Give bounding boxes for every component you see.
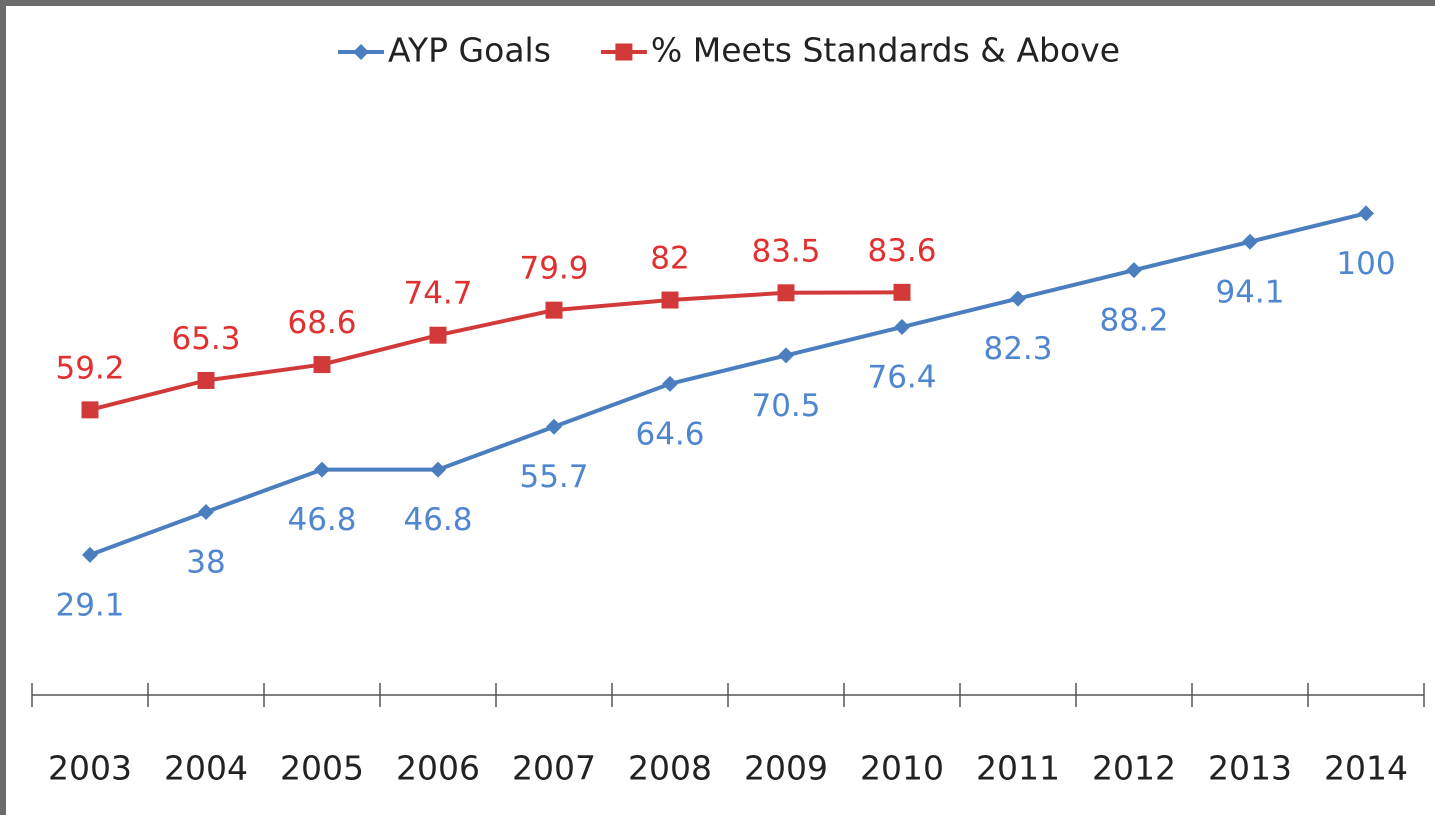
x-tick-label: 2008: [628, 749, 712, 788]
x-tick-label: 2003: [48, 749, 132, 788]
x-tick-label: 2014: [1324, 749, 1408, 788]
marker: [778, 347, 794, 364]
legend-marker: [615, 43, 633, 61]
marker: [893, 283, 911, 301]
legend: AYP Goals % Meets Standards & Above: [338, 31, 1120, 70]
data-label: 82.3: [983, 331, 1052, 367]
series-line: [89, 211, 1367, 557]
x-tick-label: 2011: [976, 749, 1060, 788]
x-tick-label: 2004: [164, 749, 248, 788]
data-label: 83.6: [867, 233, 936, 269]
marker: [82, 546, 98, 563]
marker: [314, 461, 330, 478]
marker: [429, 326, 447, 344]
marker: [662, 375, 678, 392]
marker: [545, 301, 563, 319]
chart-background: [6, 6, 1435, 815]
marker: [1358, 205, 1374, 222]
marker: [430, 461, 446, 478]
marker: [661, 291, 679, 309]
x-tick-label: 2006: [396, 749, 480, 788]
marker: [197, 371, 215, 389]
data-label: 76.4: [867, 360, 936, 396]
data-label: 46.8: [287, 502, 356, 538]
legend-label: AYP Goals: [388, 31, 551, 70]
marker: [546, 418, 562, 435]
data-label: 68.6: [287, 305, 356, 341]
data-label: 29.1: [55, 587, 124, 623]
data-label: 82: [650, 241, 689, 277]
x-tick-label: 2012: [1092, 749, 1176, 788]
legend-marker: [353, 44, 369, 60]
x-tick-label: 2010: [860, 749, 944, 788]
marker: [894, 319, 910, 336]
data-label: 83.5: [751, 233, 820, 269]
data-label: 70.5: [751, 388, 820, 424]
marker: [81, 401, 99, 419]
data-label: 64.6: [635, 416, 704, 452]
legend-label: % Meets Standards & Above: [651, 31, 1120, 70]
marker: [198, 503, 214, 520]
data-label: 88.2: [1099, 303, 1168, 339]
x-tick-label: 2005: [280, 749, 364, 788]
x-tick-label: 2009: [744, 749, 828, 788]
data-label: 94.1: [1215, 274, 1284, 310]
data-label: 46.8: [403, 502, 472, 538]
data-label: 74.7: [403, 276, 472, 312]
data-label: 100: [1336, 246, 1395, 282]
marker: [1126, 262, 1142, 279]
marker: [777, 284, 795, 302]
marker: [1010, 290, 1026, 307]
data-label: 79.9: [519, 251, 588, 287]
x-tick-label: 2013: [1208, 749, 1292, 788]
x-tick-label: 2007: [512, 749, 596, 788]
marker: [313, 356, 331, 374]
data-label: 65.3: [171, 321, 240, 357]
data-label: 59.2: [55, 350, 124, 386]
marker: [1242, 233, 1258, 250]
data-label: 55.7: [519, 459, 588, 495]
series-line: [89, 290, 903, 412]
data-label: 38: [186, 544, 225, 580]
